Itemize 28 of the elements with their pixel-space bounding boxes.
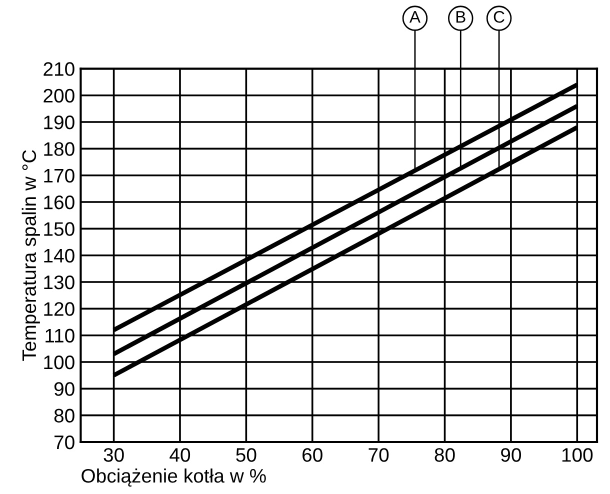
y-tick-label: 190	[44, 115, 74, 130]
annotation: C	[494, 10, 504, 23]
y-tick-label: 150	[44, 222, 74, 236]
x-axis-title: Obciążenie kotła w %	[82, 468, 266, 487]
y-tick-label: 120	[44, 302, 74, 316]
y-tick-label: 70	[54, 435, 74, 450]
x-tick-label: 50	[236, 448, 256, 462]
x-tick-label: 60	[302, 448, 322, 462]
y-tick-label: 170	[44, 168, 74, 183]
y-tick-label: 200	[44, 88, 74, 103]
y-tick-label: 90	[54, 382, 74, 396]
y-tick-label: 160	[44, 195, 74, 210]
x-tick-label: 30	[104, 448, 124, 462]
y-tick-label: 110	[46, 328, 74, 343]
y-axis-title: Temperatura spalin w °C	[22, 150, 40, 361]
annotation: B	[456, 11, 466, 23]
y-tick-label: 80	[54, 408, 74, 423]
y-tick-label: 140	[44, 248, 74, 263]
y-tick-label: 180	[44, 142, 74, 156]
y-tick-label: 100	[44, 355, 74, 370]
x-tick-label: 40	[170, 448, 190, 462]
y-tick-label: 210	[44, 62, 74, 76]
x-tick-label: 100	[562, 448, 593, 462]
x-tick-label: 90	[501, 448, 522, 462]
x-tick-label: 70	[368, 448, 389, 462]
x-tick-label: 80	[434, 448, 455, 462]
y-tick-label: 130	[44, 275, 74, 290]
annotation: A	[409, 11, 420, 23]
